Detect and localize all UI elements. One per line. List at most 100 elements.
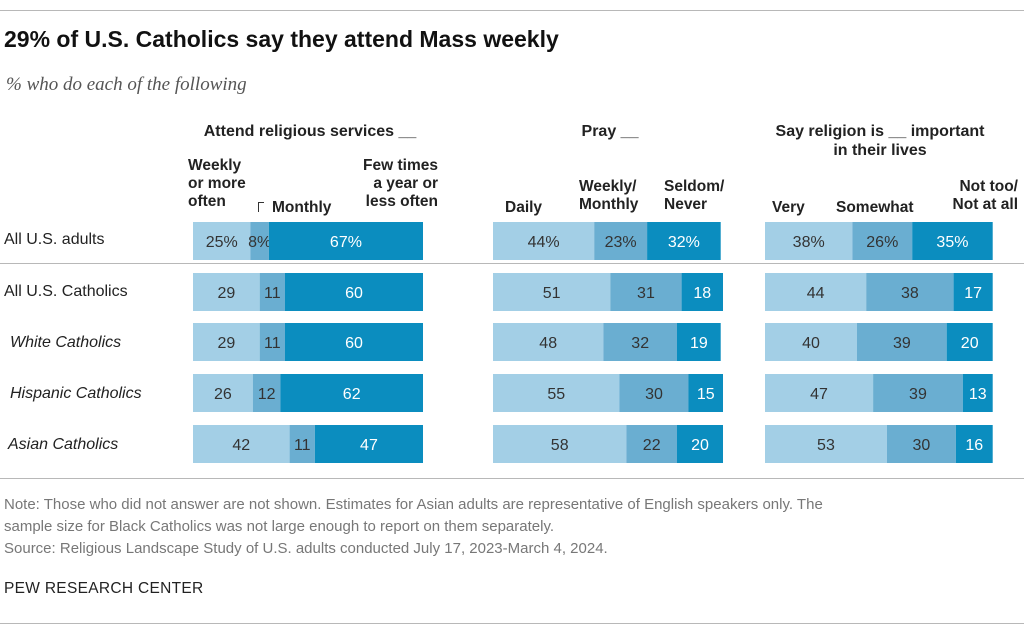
- value-label-pray-row3-third: 15: [697, 386, 715, 403]
- bar-pray-row2-third: [677, 323, 721, 361]
- bottom-rule: [0, 478, 1024, 479]
- row-label-all-adults: All U.S. adults: [4, 231, 105, 248]
- value-label-pray-row4-first: 58: [551, 437, 569, 454]
- value-label-pray-row0-third: 32%: [668, 234, 700, 251]
- value-label-importance-row1-first: 44: [807, 285, 825, 302]
- panel-title-attend: Attend religious services __: [203, 123, 417, 140]
- value-label-pray-row4-second: 22: [643, 437, 661, 454]
- source-line: Source: Religious Landscape Study of U.S…: [4, 540, 608, 557]
- chart-subtitle: % who do each of the following: [6, 74, 247, 95]
- bar-attend-row0-third: [268, 222, 423, 260]
- bar-pray-row3-second: [619, 374, 689, 412]
- value-label-attend-row2-first: 29: [217, 335, 235, 352]
- note-line-1: Note: Those who did not answer are not s…: [4, 496, 823, 513]
- bar-importance-row0-third: [912, 222, 993, 260]
- note-line-2: sample size for Black Catholics was not …: [4, 518, 555, 535]
- col-label-imp-somewhat: Somewhat: [836, 199, 914, 216]
- value-label-importance-row4-first: 53: [817, 437, 835, 454]
- value-label-attend-row3-third: 62: [343, 386, 361, 403]
- bar-attend-row0-first: [193, 222, 251, 260]
- bar-importance-row3-first: [765, 374, 874, 412]
- bar-importance-row1-second: [866, 273, 954, 311]
- value-label-attend-row3-second: 12: [258, 386, 276, 403]
- value-label-pray-row1-second: 31: [637, 285, 655, 302]
- value-label-importance-row0-third: 35%: [936, 234, 968, 251]
- bar-attend-row3-second: [252, 374, 281, 412]
- value-label-importance-row3-first: 47: [810, 386, 828, 403]
- bar-pray-row3-third: [688, 374, 723, 412]
- pew-logo-text: PEW RESEARCH CENTER: [4, 580, 204, 597]
- value-label-pray-row2-second: 32: [631, 335, 649, 352]
- value-label-attend-row0-second: 8%: [248, 234, 271, 251]
- bar-pray-row1-second: [610, 273, 682, 311]
- value-label-importance-row1-second: 38: [901, 285, 919, 302]
- bar-importance-row2-third: [946, 323, 993, 361]
- value-label-pray-row1-first: 51: [543, 285, 561, 302]
- col-label-imp-very: Very: [772, 199, 805, 216]
- value-label-pray-row2-third: 19: [690, 335, 708, 352]
- value-label-importance-row1-third: 17: [964, 285, 982, 302]
- bar-attend-row2-first: [193, 323, 260, 361]
- value-label-attend-row0-first: 25%: [206, 234, 238, 251]
- col-label-attend-monthly: Monthly: [272, 199, 332, 216]
- row-label-hispanic-catholics: Hispanic Catholics: [10, 385, 142, 402]
- value-label-pray-row0-first: 44%: [528, 234, 560, 251]
- bar-importance-row3-second: [873, 374, 963, 412]
- col-label-pray-weekly: Weekly/ Monthly: [579, 178, 639, 213]
- bar-pray-row0-third: [647, 222, 721, 260]
- value-label-pray-row1-third: 18: [693, 285, 711, 302]
- value-label-pray-row3-second: 30: [645, 386, 663, 403]
- bar-attend-row3-third: [280, 374, 423, 412]
- bar-importance-row1-third: [953, 273, 993, 311]
- bar-importance-row4-second: [886, 425, 956, 463]
- bar-importance-row0-second: [852, 222, 913, 260]
- value-label-attend-row3-first: 26: [214, 386, 232, 403]
- bar-attend-row1-first: [193, 273, 260, 311]
- bar-importance-row0-first: [765, 222, 853, 260]
- value-label-importance-row2-third: 20: [961, 335, 979, 352]
- value-label-attend-row0-third: 67%: [330, 234, 362, 251]
- bar-pray-row1-first: [493, 273, 611, 311]
- bar-pray-row4-third: [677, 425, 723, 463]
- col-label-attend-weekly: Weekly or more often: [188, 157, 246, 210]
- value-label-attend-row2-second: 11: [264, 335, 281, 352]
- bar-importance-row4-third: [955, 425, 993, 463]
- chart-note: Note: Those who did not answer are not s…: [4, 494, 1004, 560]
- bar-attend-row1-second: [259, 273, 285, 311]
- monthly-pointer-tick: [258, 202, 264, 212]
- col-label-pray-daily: Daily: [505, 199, 543, 216]
- value-label-importance-row2-first: 40: [802, 335, 820, 352]
- bar-importance-row3-third: [962, 374, 993, 412]
- col-label-pray-seldom: Seldom/ Never: [664, 178, 725, 213]
- value-label-importance-row3-second: 39: [909, 386, 927, 403]
- bar-pray-row0-second: [594, 222, 648, 260]
- bar-pray-row4-first: [493, 425, 627, 463]
- value-label-attend-row2-third: 60: [345, 335, 363, 352]
- value-label-attend-row4-first: 42: [232, 437, 250, 454]
- value-label-importance-row3-third: 13: [969, 386, 987, 403]
- group-separator: [0, 263, 1024, 264]
- bar-attend-row4-third: [314, 425, 423, 463]
- bar-pray-row3-first: [493, 374, 620, 412]
- bar-importance-row4-first: [765, 425, 887, 463]
- col-label-imp-not: Not too/ Not at all: [952, 178, 1018, 213]
- col-label-attend-few: Few times a year or less often: [363, 157, 438, 210]
- value-label-attend-row1-third: 60: [345, 285, 363, 302]
- value-label-importance-row4-third: 16: [965, 437, 983, 454]
- bar-attend-row4-first: [193, 425, 290, 463]
- bar-pray-row0-first: [493, 222, 595, 260]
- bar-importance-row1-first: [765, 273, 867, 311]
- bar-attend-row4-second: [289, 425, 315, 463]
- row-label-white-catholics: White Catholics: [10, 334, 122, 351]
- value-label-attend-row4-second: 11: [294, 437, 311, 454]
- bar-pray-row4-second: [626, 425, 677, 463]
- value-label-importance-row0-second: 26%: [866, 234, 898, 251]
- value-label-pray-row3-first: 55: [547, 386, 565, 403]
- top-rule: [0, 10, 1024, 11]
- value-label-importance-row4-second: 30: [913, 437, 931, 454]
- footer-rule: [0, 623, 1024, 624]
- bar-importance-row2-first: [765, 323, 857, 361]
- value-label-pray-row0-second: 23%: [605, 234, 637, 251]
- value-label-attend-row1-first: 29: [217, 285, 235, 302]
- value-label-attend-row4-third: 47: [360, 437, 378, 454]
